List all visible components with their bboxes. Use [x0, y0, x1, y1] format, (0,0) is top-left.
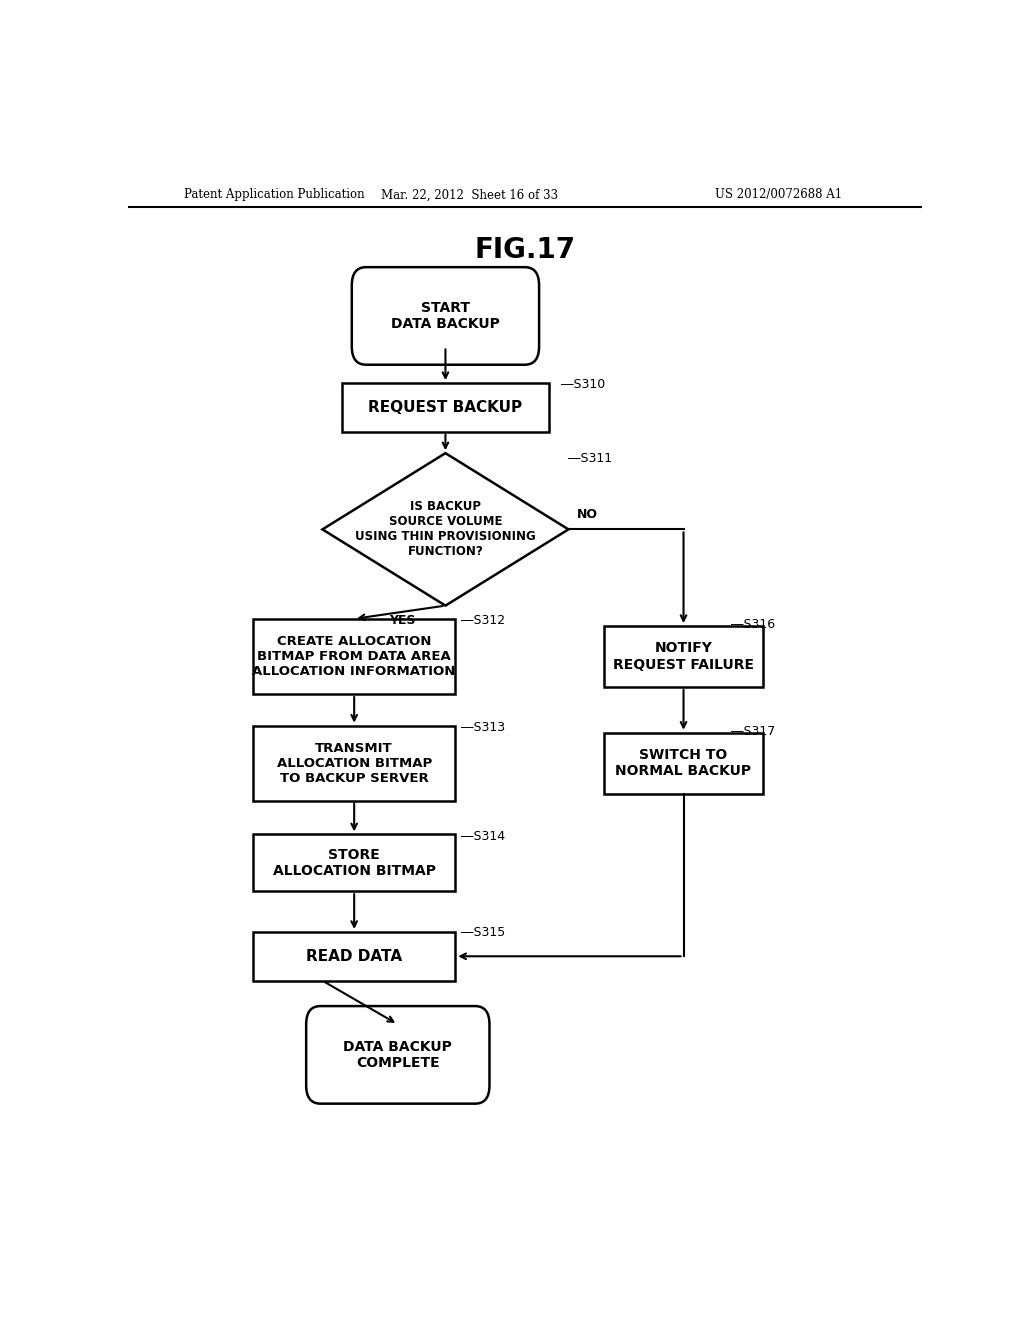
Text: SWITCH TO
NORMAL BACKUP: SWITCH TO NORMAL BACKUP	[615, 748, 752, 779]
Text: CREATE ALLOCATION
BITMAP FROM DATA AREA
ALLOCATION INFORMATION: CREATE ALLOCATION BITMAP FROM DATA AREA …	[253, 635, 456, 678]
Text: ―S313: ―S313	[461, 721, 506, 734]
Text: STORE
ALLOCATION BITMAP: STORE ALLOCATION BITMAP	[272, 847, 435, 878]
Bar	[604, 733, 763, 793]
Text: ―S312: ―S312	[461, 614, 506, 627]
Text: ―S310: ―S310	[560, 378, 605, 391]
Bar	[253, 932, 456, 981]
Text: FIG.17: FIG.17	[474, 236, 575, 264]
FancyBboxPatch shape	[352, 267, 539, 364]
Text: START
DATA BACKUP: START DATA BACKUP	[391, 301, 500, 331]
Text: ―S311: ―S311	[568, 451, 612, 465]
FancyBboxPatch shape	[306, 1006, 489, 1104]
Bar	[604, 626, 763, 686]
Text: REQUEST BACKUP: REQUEST BACKUP	[369, 400, 522, 414]
Text: Mar. 22, 2012  Sheet 16 of 33: Mar. 22, 2012 Sheet 16 of 33	[381, 189, 558, 202]
Text: ―S316: ―S316	[731, 619, 775, 631]
Text: NOTIFY
REQUEST FAILURE: NOTIFY REQUEST FAILURE	[613, 642, 754, 672]
Text: ―S317: ―S317	[731, 725, 775, 738]
Text: TRANSMIT
ALLOCATION BITMAP
TO BACKUP SERVER: TRANSMIT ALLOCATION BITMAP TO BACKUP SER…	[276, 742, 432, 784]
Bar	[342, 383, 549, 432]
Text: IS BACKUP
SOURCE VOLUME
USING THIN PROVISIONING
FUNCTION?: IS BACKUP SOURCE VOLUME USING THIN PROVI…	[355, 500, 536, 558]
Text: ―S315: ―S315	[461, 927, 506, 940]
Polygon shape	[323, 453, 568, 606]
Bar	[253, 619, 456, 694]
Text: READ DATA: READ DATA	[306, 949, 402, 964]
Text: NO: NO	[577, 508, 597, 521]
Bar	[253, 834, 456, 891]
Text: ―S314: ―S314	[461, 830, 506, 843]
Text: Patent Application Publication: Patent Application Publication	[183, 189, 365, 202]
Bar	[253, 726, 456, 801]
Text: DATA BACKUP
COMPLETE: DATA BACKUP COMPLETE	[343, 1040, 453, 1071]
Text: US 2012/0072688 A1: US 2012/0072688 A1	[715, 189, 842, 202]
Text: YES: YES	[389, 614, 416, 627]
